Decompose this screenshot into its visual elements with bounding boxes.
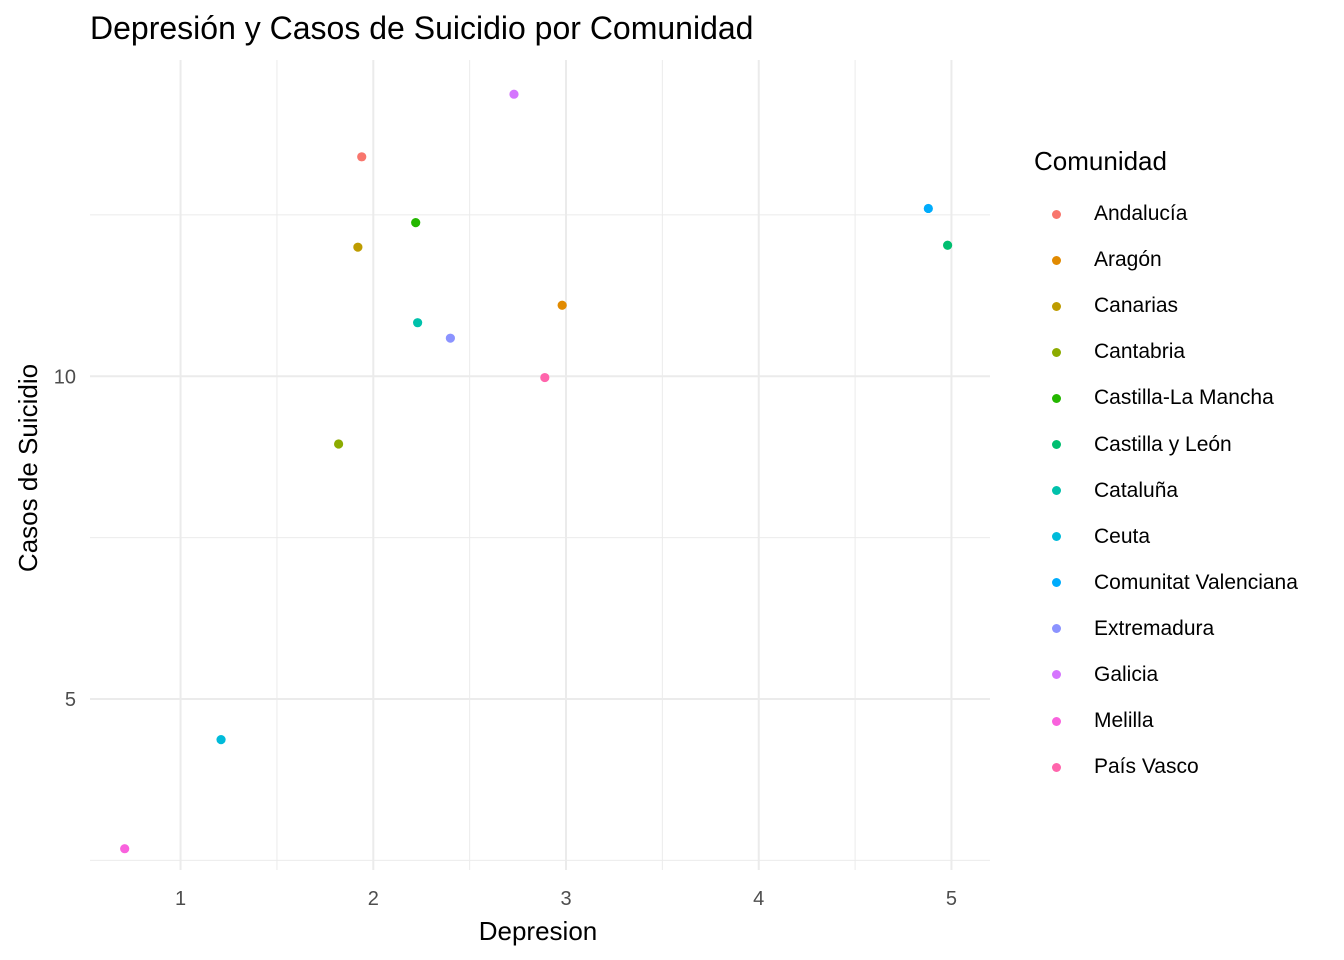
legend-key-dot (1052, 670, 1061, 680)
x-tick-labels: 1 2 3 4 5 (175, 888, 957, 910)
legend-key-dot (1052, 624, 1061, 634)
legend-items: Andalucía Aragón Canarias Cantabria Castilla… (1034, 191, 1298, 790)
legend-item: Canarias (1034, 283, 1298, 329)
legend-label: Galicia (1094, 662, 1159, 686)
legend-item: Cantabria (1034, 329, 1298, 375)
data-point (120, 844, 130, 854)
legend-key-dot (1052, 347, 1061, 357)
legend-key-dot (1052, 440, 1061, 450)
data-points (120, 89, 953, 854)
legend-key-dot (1052, 762, 1061, 772)
legend-item: Aragón (1034, 237, 1298, 283)
legend-label: Castilla y León (1094, 432, 1232, 456)
legend-item: Castilla-La Mancha (1034, 375, 1298, 421)
data-point (445, 333, 455, 343)
legend-key-dot (1052, 716, 1061, 726)
legend-item: Melilla (1034, 698, 1298, 744)
legend-item: Castilla y León (1034, 421, 1298, 467)
grid (90, 60, 990, 870)
data-point (943, 240, 953, 250)
legend-label: Aragón (1094, 248, 1162, 272)
data-point (923, 203, 933, 214)
data-point (557, 300, 567, 310)
legend-label: Cantabria (1094, 340, 1186, 364)
legend-key-dot (1052, 393, 1061, 403)
legend-label: Extremadura (1094, 616, 1215, 640)
legend-key-dot (1052, 301, 1061, 311)
legend-label: Canarias (1094, 294, 1179, 318)
x-axis-title: Depresion (479, 916, 598, 946)
x-tick-label: 2 (368, 888, 379, 910)
data-point (540, 372, 550, 383)
legend-key-dot (1052, 486, 1061, 496)
legend-key-dot (1052, 209, 1061, 219)
y-tick-label: 5 (65, 689, 76, 711)
data-point (413, 318, 423, 328)
legend-title: Comunidad (1034, 146, 1167, 176)
legend-label: Andalucía (1094, 202, 1188, 226)
legend-key-dot (1052, 532, 1061, 542)
data-point (353, 242, 363, 252)
legend-item: Extremadura (1034, 606, 1298, 652)
legend-item: Galicia (1034, 652, 1298, 698)
data-point (509, 89, 519, 99)
data-point (334, 439, 344, 449)
legend-item: Ceuta (1034, 514, 1298, 560)
data-point (411, 218, 421, 228)
legend-label: Castilla-La Mancha (1094, 386, 1274, 410)
legend-label: País Vasco (1094, 755, 1199, 779)
legend-item: Comunitat Valenciana (1034, 560, 1298, 606)
legend-key-dot (1052, 255, 1061, 265)
x-tick-label: 4 (753, 888, 764, 910)
data-point (357, 152, 367, 162)
legend: Comunidad Andalucía Aragón Canarias Cantabr… (1034, 146, 1298, 790)
legend-label: Comunitat Valenciana (1094, 570, 1298, 594)
legend-key-dot (1052, 578, 1061, 588)
y-axis-title: Casos de Suicidio (13, 364, 43, 572)
legend-item: País Vasco (1034, 744, 1298, 790)
legend-label: Ceuta (1094, 524, 1151, 548)
data-point (216, 735, 226, 745)
x-tick-label: 5 (946, 888, 957, 910)
legend-label: Melilla (1094, 709, 1154, 733)
x-tick-label: 3 (560, 888, 571, 910)
x-tick-label: 1 (175, 888, 186, 910)
chart-title: Depresión y Casos de Suicidio por Comuni… (90, 10, 754, 46)
legend-item: Andalucía (1034, 191, 1298, 237)
legend-label: Cataluña (1094, 478, 1179, 502)
y-tick-labels: 5 10 (54, 366, 76, 711)
legend-item: Cataluña (1034, 468, 1298, 514)
y-tick-label: 10 (54, 366, 76, 388)
